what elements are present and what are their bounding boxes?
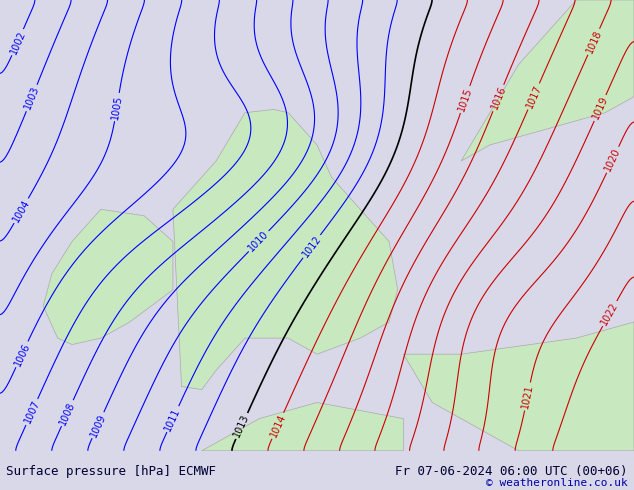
Text: 1020: 1020 <box>603 147 623 173</box>
Polygon shape <box>202 402 403 451</box>
Text: 1005: 1005 <box>110 94 124 120</box>
Polygon shape <box>461 0 634 161</box>
Text: 1017: 1017 <box>524 83 543 110</box>
Text: 1019: 1019 <box>590 95 610 121</box>
Text: 1013: 1013 <box>232 413 251 439</box>
Text: 1008: 1008 <box>58 400 77 426</box>
Text: 1003: 1003 <box>22 85 41 111</box>
Text: 1004: 1004 <box>11 197 32 224</box>
Polygon shape <box>43 209 173 344</box>
Text: 1012: 1012 <box>301 234 323 259</box>
Text: 1015: 1015 <box>456 86 474 113</box>
Text: 1009: 1009 <box>88 412 108 439</box>
Text: 1021: 1021 <box>520 384 535 410</box>
Text: 1002: 1002 <box>8 29 27 55</box>
Text: 1011: 1011 <box>163 406 183 432</box>
Text: © weatheronline.co.uk: © weatheronline.co.uk <box>486 478 628 488</box>
Text: Surface pressure [hPa] ECMWF: Surface pressure [hPa] ECMWF <box>6 465 216 478</box>
Text: 1014: 1014 <box>268 413 287 439</box>
Text: 1022: 1022 <box>599 300 620 327</box>
Text: 1010: 1010 <box>247 229 271 253</box>
Text: 1006: 1006 <box>12 341 32 368</box>
Text: 1018: 1018 <box>584 28 604 55</box>
Text: 1007: 1007 <box>22 399 41 425</box>
Text: 1016: 1016 <box>489 85 508 111</box>
Polygon shape <box>403 322 634 451</box>
Text: Fr 07-06-2024 06:00 UTC (00+06): Fr 07-06-2024 06:00 UTC (00+06) <box>395 465 628 478</box>
Polygon shape <box>173 109 398 390</box>
